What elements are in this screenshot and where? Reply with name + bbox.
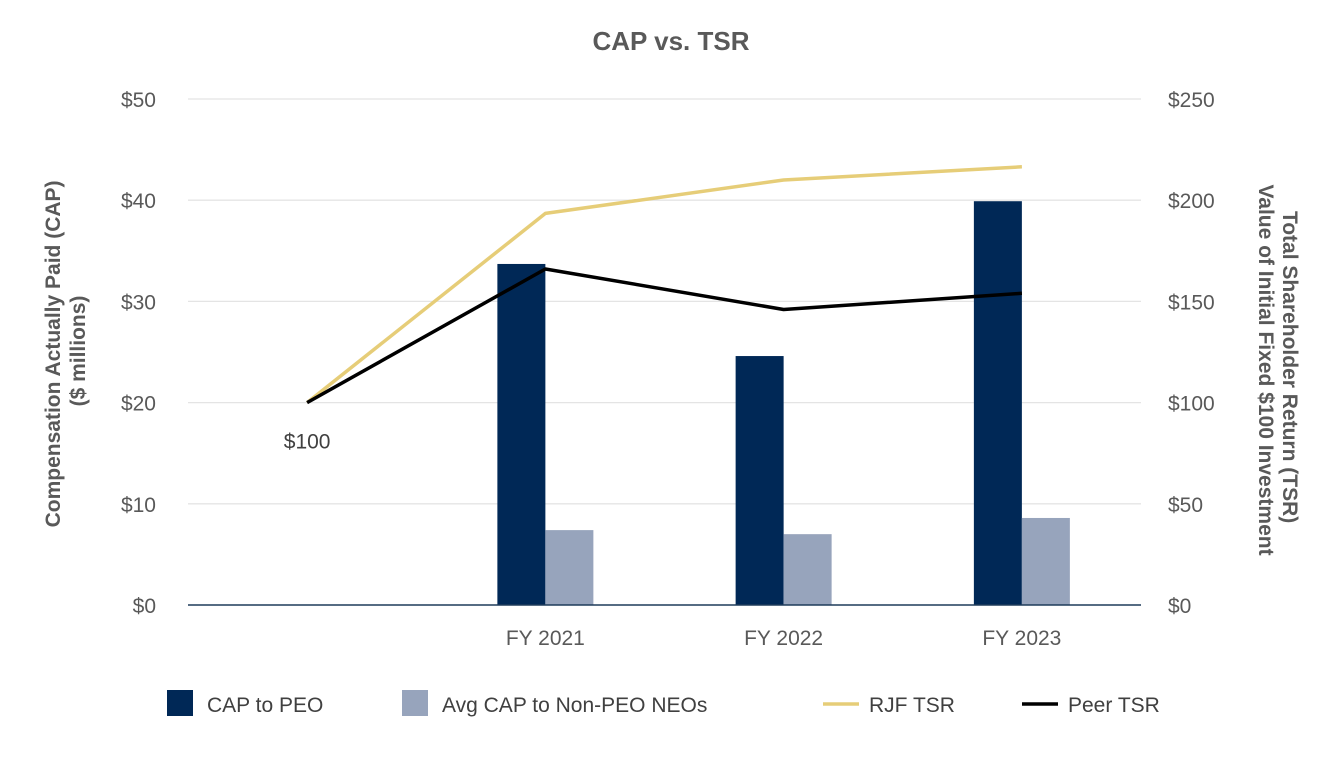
- y-tick-label-right: $200: [1168, 190, 1215, 213]
- y-tick-label-right: $150: [1168, 291, 1215, 314]
- y-tick-label-right: $100: [1168, 393, 1215, 416]
- y-tick-label-right: $50: [1168, 494, 1203, 517]
- legend-label: Peer TSR: [1068, 694, 1160, 717]
- y-axis-title-left-line-2: ($ millions): [67, 296, 90, 407]
- y-axis-title-left-line-1: Compensation Actually Paid (CAP): [42, 180, 65, 527]
- bar: [545, 530, 594, 605]
- left-axis-ticks: $0 $10 $20 $30 $40 $50: [121, 89, 156, 618]
- y-tick-label-left: $30: [121, 291, 156, 314]
- bar: [497, 263, 546, 605]
- legend: CAP to PEO Avg CAP to Non-PEO NEOs RJF TSR…: [167, 690, 1160, 717]
- y-tick-label-right: $0: [1168, 595, 1191, 618]
- y-tick-label-left: $20: [121, 393, 156, 416]
- y-tick-label-left: $50: [121, 89, 156, 112]
- legend-label: Avg CAP to Non-PEO NEOs: [442, 694, 707, 717]
- bar-series: [497, 201, 1070, 605]
- annotations: $100: [284, 431, 331, 454]
- y-tick-label-right: $250: [1168, 89, 1215, 112]
- x-tick-label: FY 2021: [506, 627, 585, 650]
- y-axis-title-right-line-1: Total Shareholder Return (TSR): [1278, 211, 1301, 523]
- data-label: $100: [284, 431, 331, 454]
- x-tick-label: FY 2022: [744, 627, 823, 650]
- line-series: [306, 165, 1023, 405]
- y-tick-label-left: $40: [121, 190, 156, 213]
- x-axis-ticks: FY 2021 FY 2022 FY 2023: [506, 627, 1062, 650]
- bar: [735, 356, 784, 605]
- bar: [783, 534, 832, 605]
- right-axis-ticks: $0 $50 $100 $150 $200 $250: [1168, 89, 1215, 618]
- y-axis-title-left: Compensation Actually Paid (CAP) ($ mill…: [42, 175, 90, 528]
- y-tick-label-left: $0: [133, 595, 156, 618]
- y-tick-label-left: $10: [121, 494, 156, 517]
- x-tick-label: FY 2023: [982, 627, 1061, 650]
- chart-title: CAP vs. TSR: [592, 26, 749, 56]
- bar: [973, 201, 1022, 605]
- legend-label: RJF TSR: [869, 694, 955, 717]
- legend-label: CAP to PEO: [207, 694, 323, 717]
- y-axis-title-right-line-2: Value of Initial Fixed $100 Investment: [1254, 184, 1277, 555]
- series-line: [306, 267, 1023, 405]
- bar: [1021, 517, 1070, 605]
- legend-swatch: [167, 690, 193, 716]
- series-line: [306, 165, 1022, 404]
- y-axis-title-right: Total Shareholder Return (TSR) Value of …: [1254, 184, 1301, 555]
- legend-swatch: [402, 690, 428, 716]
